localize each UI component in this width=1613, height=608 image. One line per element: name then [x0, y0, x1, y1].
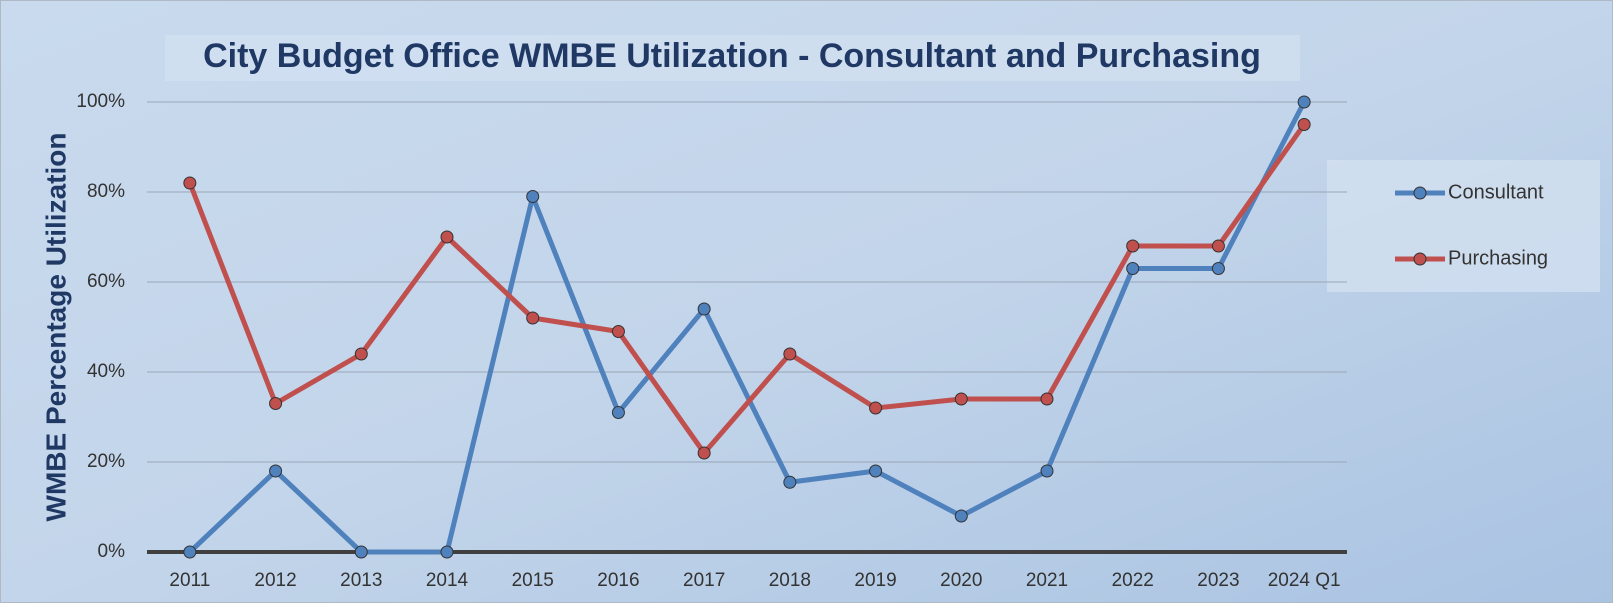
series-line: [187, 123, 1307, 456]
data-point: [183, 545, 197, 559]
chart-title: City Budget Office WMBE Utilization - Co…: [203, 37, 1261, 75]
x-tick-label: 2019: [854, 570, 896, 591]
data-point: [783, 475, 797, 489]
data-point: [1126, 239, 1140, 253]
data-point: [183, 176, 197, 190]
y-axis-label: WMBE Percentage Utilization: [40, 133, 71, 522]
x-tick-label: 2015: [512, 570, 554, 591]
y-tick-label: 100%: [76, 91, 125, 112]
data-point: [697, 446, 711, 460]
x-tick-label: 2020: [940, 570, 982, 591]
data-point: [354, 545, 368, 559]
legend-label: Purchasing: [1448, 247, 1548, 269]
data-point: [526, 311, 540, 325]
legend-marker: [1413, 186, 1427, 200]
y-tick-label: 40%: [87, 361, 125, 382]
series-line: [188, 100, 1307, 555]
legend-marker: [1413, 252, 1427, 266]
data-point: [354, 347, 368, 361]
x-tick-label: 2024 Q1: [1268, 570, 1341, 591]
x-tick-label: 2022: [1112, 570, 1154, 591]
legend-box: [1327, 160, 1600, 292]
data-point: [611, 325, 625, 338]
x-tick-label: 2014: [426, 570, 469, 591]
x-tick-label: 2016: [597, 570, 639, 591]
data-point: [269, 464, 283, 478]
y-tick-label: 80%: [87, 181, 125, 202]
data-point: [954, 392, 968, 406]
x-tick-label: 2013: [340, 570, 382, 591]
y-tick-label: 0%: [98, 541, 126, 562]
data-point: [611, 406, 625, 419]
y-tick-label: 60%: [87, 271, 125, 292]
x-tick-label: 2021: [1026, 570, 1068, 591]
data-point: [1040, 392, 1054, 406]
data-point: [440, 545, 454, 559]
x-tick-label: 2011: [169, 570, 210, 591]
data-point: [1297, 95, 1311, 109]
data-point: [954, 509, 968, 523]
data-point: [526, 190, 540, 203]
data-point: [869, 464, 883, 478]
data-point: [783, 347, 797, 361]
data-point: [1297, 118, 1311, 131]
data-point: [1211, 239, 1225, 253]
data-point: [1040, 464, 1054, 478]
x-tick-label: 2018: [769, 570, 811, 591]
legend-label: Consultant: [1448, 181, 1544, 203]
x-tick-label: 2023: [1197, 570, 1239, 591]
data-point: [1211, 262, 1225, 275]
data-point: [697, 302, 711, 316]
x-tick-label: 2017: [683, 570, 725, 591]
data-point: [440, 230, 454, 244]
data-point: [269, 397, 283, 410]
data-point: [869, 401, 883, 415]
x-tick-label: 2012: [254, 570, 296, 591]
y-tick-label: 20%: [87, 451, 125, 472]
title-box: [165, 35, 1300, 81]
data-point: [1126, 262, 1140, 275]
